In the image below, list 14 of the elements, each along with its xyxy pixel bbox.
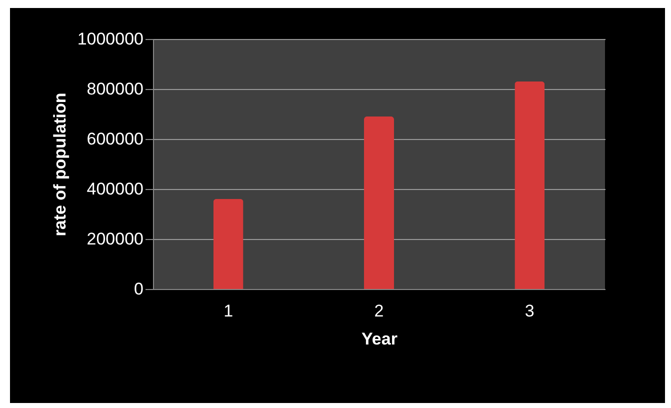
bar xyxy=(364,116,394,289)
bar xyxy=(213,199,244,289)
y-tick-label: 600000 xyxy=(86,130,144,148)
y-tick-label: 400000 xyxy=(86,180,144,198)
y-tick-label: 1000000 xyxy=(77,30,144,48)
x-tick-label: 2 xyxy=(374,302,384,320)
x-axis-title: Year xyxy=(362,330,398,348)
y-tick-label: 0 xyxy=(134,280,144,298)
y-tick-label: 200000 xyxy=(86,230,144,248)
y-tick-label: 800000 xyxy=(86,80,144,98)
x-tick-label: 3 xyxy=(524,302,534,320)
x-tick-label: 1 xyxy=(224,302,234,320)
y-axis-title: rate of population xyxy=(50,92,70,236)
bar xyxy=(514,82,545,289)
